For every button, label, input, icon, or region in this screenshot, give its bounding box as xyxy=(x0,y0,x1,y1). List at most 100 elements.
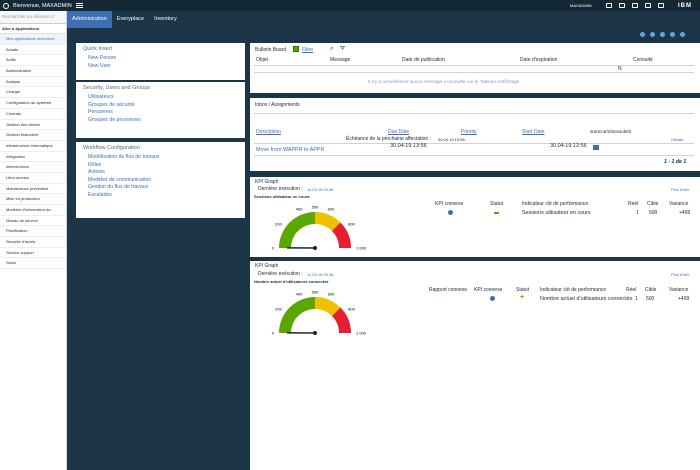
last-run-date: 11.03.15 09:36 xyxy=(307,272,334,277)
gauge-pivot xyxy=(313,331,317,335)
top-bar: Bienvenue, MAXADMIN MAXADMIN IBM xyxy=(0,0,700,11)
user-name[interactable]: MAXADMIN xyxy=(570,3,592,8)
nav-item[interactable]: Stock xyxy=(0,258,66,270)
refresh-icon[interactable] xyxy=(680,32,685,37)
person-groups-link[interactable]: Groupes de personnes xyxy=(88,116,141,123)
kpi-graph-panel-2: KPI Graph Dernière exécution : 11.03.15 … xyxy=(250,261,700,470)
filter-link[interactable]: Filtre xyxy=(302,47,314,53)
add-portlet-icon[interactable] xyxy=(640,32,645,37)
checkbox-icon[interactable] xyxy=(293,46,299,52)
nav-item[interactable]: Achats xyxy=(0,45,66,56)
edit-icon[interactable] xyxy=(670,32,675,37)
hamburger-icon[interactable] xyxy=(75,3,83,8)
gauge-tick-label: 1 000 xyxy=(356,246,367,251)
more-info-link[interactable]: Plus d'info xyxy=(671,187,690,192)
col-due-date[interactable]: Due Date xyxy=(388,129,410,135)
ibm-logo-icon: IBM xyxy=(678,2,692,9)
col-status: Statut xyxy=(516,287,530,293)
tab-administration[interactable]: Administration xyxy=(67,11,112,28)
kpi-indicator[interactable]: Nombre actuel d'utilisateurs connectés xyxy=(540,296,633,302)
help-icon[interactable] xyxy=(645,3,651,8)
nav-item[interactable]: Service support xyxy=(0,248,66,259)
col-description[interactable]: Description xyxy=(256,129,282,135)
last-run-label: Dernière exécution : xyxy=(258,271,303,277)
col-variance: Variance xyxy=(669,201,689,207)
communication-templates-link[interactable]: Modèles de communication xyxy=(88,176,152,183)
col-start-date[interactable]: Start Date xyxy=(522,129,545,135)
gauge-tick-label: 500 xyxy=(312,290,319,295)
nav-item[interactable]: Planification xyxy=(0,226,66,238)
kpi-variance: +499 xyxy=(678,296,690,302)
nav-item[interactable]: Actifs xyxy=(0,55,66,67)
gauge-tick-label: 400 xyxy=(296,207,303,212)
col-indicator: Indicateur clé de performance xyxy=(522,201,589,207)
nav-item[interactable]: Contrats xyxy=(0,109,66,120)
persons-link[interactable]: Personnes xyxy=(88,109,113,115)
gauge-tick-label: 800 xyxy=(348,221,355,226)
col-variance: Variance xyxy=(669,287,689,293)
settings-icon[interactable] xyxy=(660,32,665,37)
users-link[interactable]: Utilisateurs xyxy=(88,94,114,100)
home-icon[interactable] xyxy=(632,3,638,8)
gauge-band xyxy=(331,222,351,248)
settings-icon[interactable] xyxy=(658,3,664,8)
actions-link[interactable]: Actions xyxy=(88,169,106,175)
filter-icon[interactable]: ⛛ xyxy=(340,46,346,52)
nav-item[interactable]: Configuration du système xyxy=(0,98,66,109)
notifications-icon[interactable] xyxy=(606,3,612,8)
nav-item[interactable]: Modèles d'information de... xyxy=(0,205,66,216)
nav-search-input[interactable]: Rechercher un élément d xyxy=(0,11,66,24)
chart-icon[interactable] xyxy=(619,3,625,8)
nav-item[interactable]: Mise en production xyxy=(0,194,66,205)
consulte-filter-value[interactable]: N xyxy=(618,66,622,72)
workflow-panel: Workflow Configuration Modélisation du f… xyxy=(76,142,245,218)
workflow-designer-link[interactable]: Modélisation du flux de travaux xyxy=(88,154,160,160)
nav-item[interactable]: Mes applications réservées xyxy=(0,34,66,45)
assignment-link[interactable]: Move from WAPPR to APPR xyxy=(256,147,325,153)
route-workflow-icon[interactable] xyxy=(593,145,599,150)
record-count: 1 - 1 de 1 xyxy=(664,159,687,165)
nav-item[interactable]: Administration xyxy=(0,66,66,77)
nav-item[interactable]: Intégration xyxy=(0,152,66,163)
panel-title: Quick Insert xyxy=(83,46,113,52)
col-consulte[interactable]: Consulté xyxy=(633,57,653,63)
gauge-band xyxy=(315,212,341,232)
gauge-band xyxy=(279,212,315,248)
nav-item[interactable]: Maintenance préventive xyxy=(0,184,66,195)
nav-item[interactable]: Infrastructure informatique xyxy=(0,141,66,152)
col-publication[interactable]: Date de publication xyxy=(402,57,445,63)
nav-item[interactable]: Gestion financière xyxy=(0,130,66,141)
col-actual: Réel xyxy=(628,201,639,207)
related-kpi-icon[interactable] xyxy=(448,210,453,215)
nav-item[interactable]: Interventions xyxy=(0,162,66,173)
more-info-link[interactable]: Plus d'info xyxy=(671,272,690,277)
nav-item[interactable]: Charger xyxy=(0,87,66,99)
escalations-link[interactable]: Escalades xyxy=(88,191,112,198)
nav-item[interactable]: Gestion des tâches xyxy=(0,120,66,131)
roles-link[interactable]: Rôles xyxy=(88,161,102,168)
gauge-tick-label: 600 xyxy=(328,207,335,212)
tab-everyplace[interactable]: Everyplace xyxy=(116,16,145,22)
col-expiration[interactable]: Date d'expiration xyxy=(520,57,558,63)
related-kpi-icon[interactable] xyxy=(490,296,495,301)
gauge-title: Sessions utilisateur en cours xyxy=(254,194,310,199)
search-icon[interactable]: ⌕ xyxy=(330,46,334,52)
col-message[interactable]: Message xyxy=(330,57,351,63)
kpi-variance: +499 xyxy=(679,210,691,216)
left-nav: Rechercher un élément d Aller à Applicat… xyxy=(0,11,67,470)
nav-item[interactable]: Analyse xyxy=(0,77,66,88)
col-objet[interactable]: Objet xyxy=(256,57,268,63)
nav-item[interactable]: Libre-service xyxy=(0,173,66,184)
security-panel: Security, Users and Groups Utilisateurs … xyxy=(76,82,245,138)
layout-icon[interactable] xyxy=(650,32,655,37)
tab-inventory[interactable]: Inventory xyxy=(154,16,177,22)
details-link[interactable]: Détails xyxy=(671,137,684,142)
kpi-indicator[interactable]: Sessions utilisateur en cours xyxy=(522,210,591,216)
col-priority[interactable]: Priority xyxy=(461,129,477,135)
nav-item[interactable]: Niveau de service xyxy=(0,216,66,227)
nav-item[interactable]: Sécurité d'accès xyxy=(0,237,66,248)
new-person-link[interactable]: New Person xyxy=(88,55,117,61)
workflow-admin-link[interactable]: Gestion du flux de travaux xyxy=(88,184,149,190)
security-groups-link[interactable]: Groupes de sécurité xyxy=(88,101,135,108)
new-user-link[interactable]: New User xyxy=(88,62,111,69)
